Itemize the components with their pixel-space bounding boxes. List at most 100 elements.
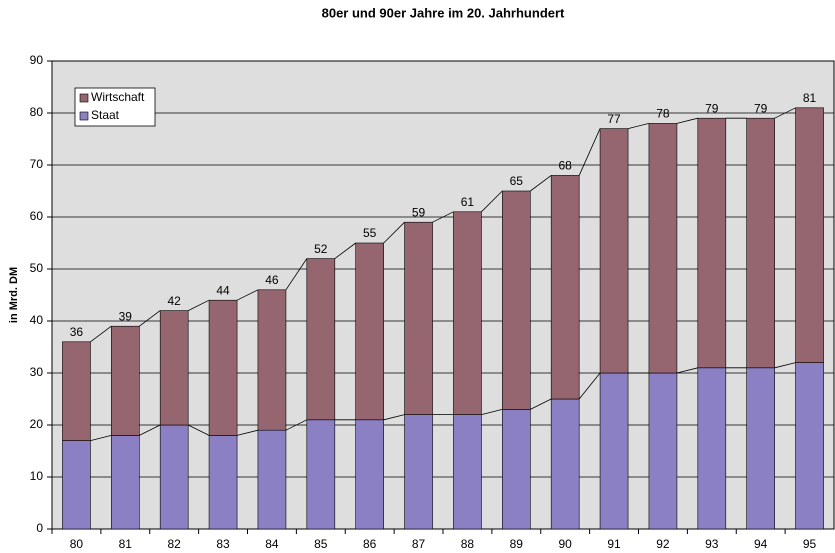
- y-tick-label: 90: [30, 53, 44, 67]
- bar-segment: [62, 440, 91, 530]
- bar-segment: [550, 175, 580, 400]
- bar-segment: [453, 211, 482, 415]
- series-connector: [530, 398, 552, 410]
- series-connector: [383, 221, 405, 244]
- series-connector: [676, 367, 698, 374]
- series-connector: [774, 107, 796, 119]
- series-connector: [90, 325, 112, 343]
- bar-segment: [355, 419, 384, 530]
- x-tick-label: 88: [461, 537, 475, 551]
- bar-segment: [404, 414, 433, 530]
- x-tick-label: 81: [119, 537, 133, 551]
- series-connector: [530, 175, 552, 192]
- bar-segment: [648, 123, 678, 374]
- bar-segment: [502, 190, 531, 410]
- bar-segment: [306, 419, 336, 530]
- legend-label: Staat: [91, 108, 120, 122]
- series-connector: [627, 123, 650, 129]
- bar-segment: [746, 117, 775, 369]
- series-connector: [334, 242, 356, 259]
- chart-title: 80er und 90er Jahre im 20. Jahrhundert: [322, 5, 565, 20]
- series-connector: [139, 424, 161, 436]
- bar-segment: [159, 310, 189, 426]
- x-tick-label: 85: [314, 537, 328, 551]
- x-tick-label: 92: [656, 537, 670, 551]
- series-connector: [383, 414, 405, 421]
- bar-segment: [257, 429, 287, 530]
- bar-segment: [550, 398, 580, 530]
- total-label: 61: [461, 195, 475, 209]
- bar-segment: [257, 289, 287, 431]
- y-tick-label: 10: [30, 469, 44, 483]
- total-label: 39: [119, 309, 133, 323]
- bar-segment: [502, 409, 531, 530]
- series-connector: [481, 409, 503, 415]
- total-label: 55: [363, 226, 377, 240]
- bar-segment: [62, 341, 91, 441]
- series-connector: [481, 190, 503, 213]
- bar-segment: [746, 367, 775, 530]
- y-tick-label: 60: [30, 209, 44, 223]
- x-tick-label: 86: [363, 537, 377, 551]
- y-tick-label: 50: [30, 261, 44, 275]
- bar-segment: [404, 221, 433, 415]
- x-tick-label: 82: [168, 537, 182, 551]
- series-connector: [285, 258, 308, 291]
- y-tick-label: 0: [36, 521, 43, 535]
- series-connector: [578, 128, 601, 176]
- total-label: 59: [412, 205, 426, 219]
- series-connector: [139, 310, 161, 327]
- series-connector: [676, 117, 698, 124]
- x-tick-label: 83: [216, 537, 230, 551]
- total-label: 52: [314, 242, 328, 256]
- bar-segment: [355, 242, 384, 421]
- series-connector: [578, 372, 601, 400]
- total-label: 79: [754, 101, 768, 115]
- series-connector: [188, 424, 210, 436]
- series-connector: [774, 362, 796, 369]
- total-label: 36: [70, 325, 84, 339]
- x-tick-label: 91: [607, 537, 621, 551]
- total-label: 68: [559, 159, 573, 173]
- bar-segment: [453, 414, 482, 530]
- bar-segment: [159, 424, 189, 530]
- x-tick-label: 94: [754, 537, 768, 551]
- y-tick-label: 20: [30, 417, 44, 431]
- series-connector: [285, 419, 307, 431]
- legend-swatch: [79, 111, 89, 121]
- bar-segment: [795, 362, 824, 530]
- y-tick-label: 30: [30, 365, 44, 379]
- bar-segment: [111, 325, 140, 436]
- total-label: 77: [607, 112, 621, 126]
- total-label: 81: [803, 91, 817, 105]
- legend-label: Wirtschaft: [91, 90, 145, 104]
- total-label: 65: [510, 174, 524, 188]
- bar-segment: [795, 107, 824, 363]
- series-connector: [90, 435, 112, 441]
- bar-segment: [111, 435, 140, 530]
- x-tick-label: 93: [705, 537, 719, 551]
- y-tick-label: 40: [30, 313, 44, 327]
- x-tick-label: 89: [510, 537, 524, 551]
- bar-segment: [306, 258, 336, 421]
- y-tick-label: 70: [30, 157, 44, 171]
- series-connector: [432, 211, 454, 223]
- series-connector: [188, 299, 210, 311]
- bar-segment: [697, 367, 727, 530]
- bar-segment: [648, 372, 678, 530]
- total-label: 42: [168, 294, 182, 308]
- x-tick-label: 95: [803, 537, 817, 551]
- y-tick-label: 80: [30, 105, 44, 119]
- bar-segment: [208, 435, 238, 530]
- x-tick-label: 84: [265, 537, 279, 551]
- total-label: 46: [265, 273, 279, 287]
- legend-box: [74, 87, 156, 127]
- legend-swatch: [79, 93, 89, 103]
- x-tick-label: 80: [70, 537, 84, 551]
- x-tick-label: 90: [559, 537, 573, 551]
- total-label: 44: [216, 283, 230, 297]
- series-connector: [236, 429, 259, 436]
- bar-segment: [697, 117, 727, 369]
- series-connector: [236, 289, 259, 301]
